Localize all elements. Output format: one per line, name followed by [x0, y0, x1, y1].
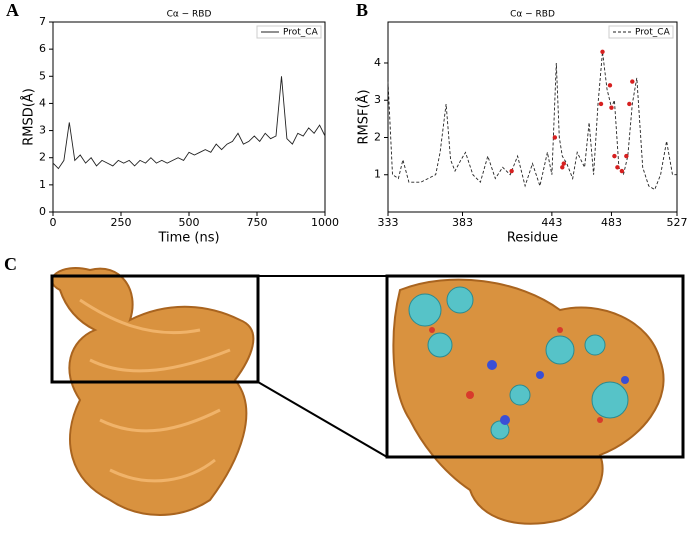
data-line: [387, 51, 677, 191]
protein-strands: [79, 298, 231, 483]
residue-atoms: [487, 360, 629, 425]
marker: [598, 101, 604, 107]
legend-box: [608, 25, 674, 39]
y-axis-label: RMSF(Å): [356, 89, 372, 144]
panel-label: A: [6, 0, 19, 20]
x-tick-label: 0: [50, 216, 57, 229]
data-line: [52, 76, 326, 170]
y-tick-label: 4: [39, 96, 46, 109]
y-tick-label: 2: [39, 151, 46, 164]
residue-atoms-red: [429, 327, 603, 423]
zoom-box: [50, 274, 260, 384]
y-tick-label: 3: [374, 93, 381, 106]
zoom-line: [257, 381, 388, 458]
marker: [630, 79, 635, 84]
x-tick-label: 500: [179, 216, 200, 229]
x-tick-label: 750: [247, 216, 268, 229]
y-tick-label: 0: [39, 205, 46, 218]
plot-frame: [387, 21, 678, 213]
legend-box: [256, 25, 322, 39]
y-tick-label: 2: [374, 130, 381, 143]
marker: [619, 168, 625, 174]
panel-label: B: [356, 0, 368, 20]
y-axis-label: RMSD(Å): [21, 88, 37, 146]
y-tick-label: 7: [39, 15, 46, 28]
marker: [624, 153, 629, 159]
y-tick-label: 3: [39, 124, 46, 137]
x-axis-label: Residue: [507, 231, 558, 246]
chart-title: Cα − RBD: [167, 10, 212, 20]
y-tick-label: 6: [39, 42, 46, 55]
x-tick-label: 250: [111, 216, 132, 229]
legend-label: Prot_CA: [635, 28, 671, 38]
marker: [600, 49, 605, 55]
x-tick-label: 443: [541, 216, 562, 229]
marker: [561, 161, 566, 166]
y-tick-label: 1: [39, 178, 46, 191]
x-tick-label: 527: [667, 216, 688, 229]
x-tick-label: 383: [452, 216, 473, 229]
marker: [612, 153, 617, 159]
y-tick-label: 1: [374, 168, 381, 181]
x-tick-label: 333: [378, 216, 399, 229]
x-tick-label: 1000: [311, 216, 339, 229]
marker: [509, 168, 514, 174]
panel-label: C: [4, 254, 17, 274]
x-axis-label: Time (ns): [157, 231, 219, 246]
marker: [607, 83, 613, 88]
plot-frame: [52, 21, 326, 213]
chart-title: Cα − RBD: [510, 10, 555, 20]
marker: [627, 101, 632, 107]
marker: [615, 165, 620, 170]
marker: [609, 105, 614, 110]
y-tick-label: 5: [39, 69, 46, 82]
legend-label: Prot_CA: [283, 28, 319, 38]
residue-sticks: [408, 286, 629, 440]
protein-left: [51, 267, 255, 516]
x-tick-label: 483: [601, 216, 622, 229]
marker: [552, 135, 558, 140]
marker: [560, 165, 565, 170]
y-tick-label: 4: [374, 56, 381, 69]
zoom-box: [385, 274, 685, 459]
protein-structures: [50, 267, 685, 525]
